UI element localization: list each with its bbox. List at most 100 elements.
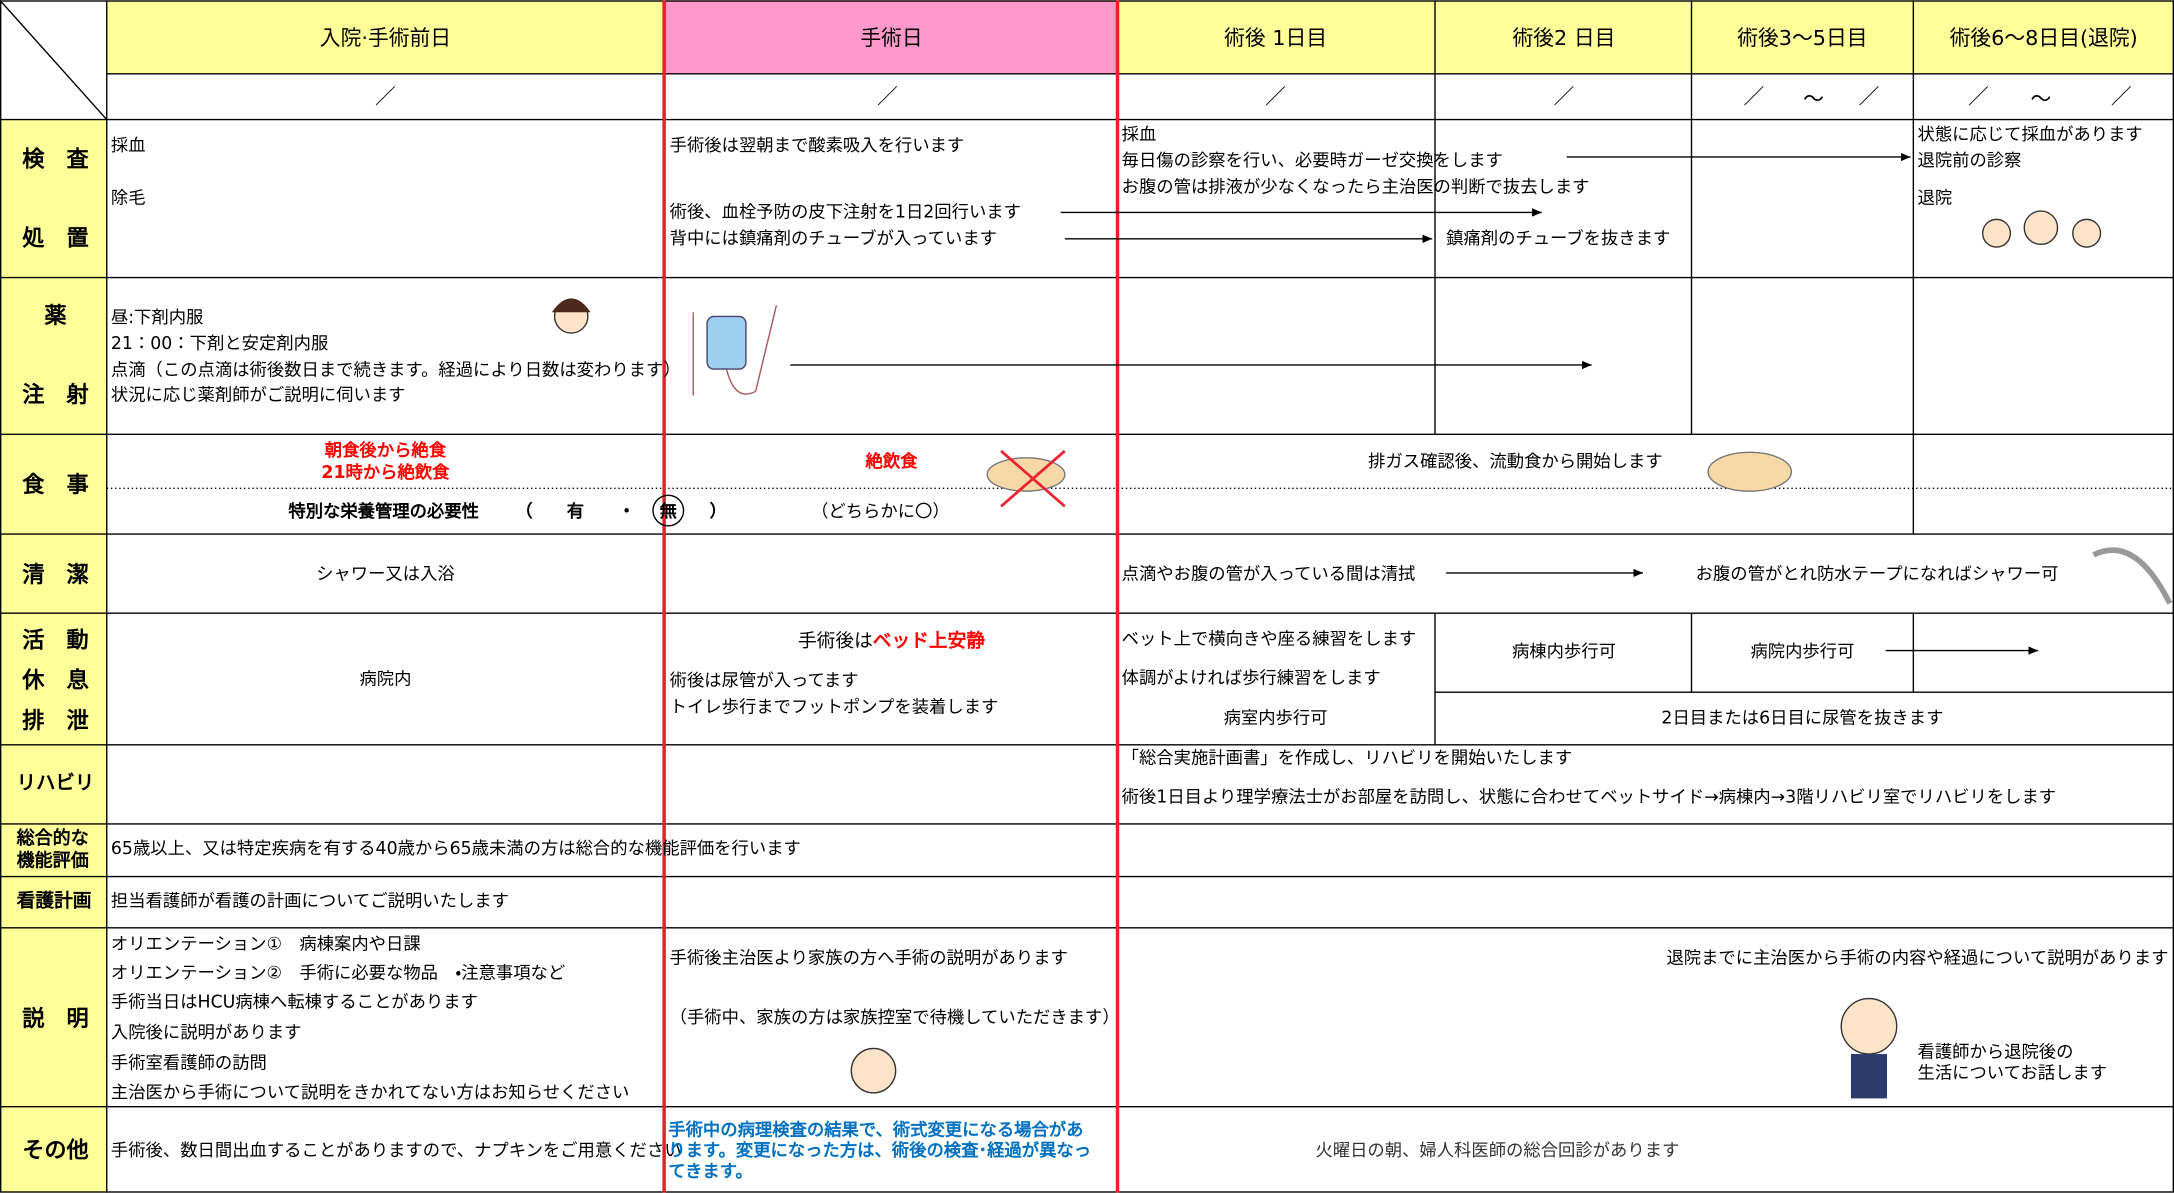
row-label: 検 査 bbox=[22, 146, 89, 172]
nutrition-label: 特別な栄養管理の必要性 bbox=[288, 501, 479, 522]
cell-text: 除毛 bbox=[111, 189, 146, 209]
cell-text: 朝食後から絶食 bbox=[325, 440, 447, 461]
cell-text: てきます。 bbox=[668, 1162, 752, 1182]
row-label: 処 置 bbox=[22, 224, 89, 251]
cells: 採血 除毛 手術後は翌朝まで酸素吸入を行います 術後、血栓予防の皮下注射を1日2… bbox=[111, 125, 2169, 1182]
nutrition-note: （どちらかに〇） bbox=[811, 502, 950, 522]
cell-text: オリエンテーション① 病棟案内や日課 bbox=[111, 935, 421, 955]
cell-text: 退院前の診察 bbox=[1918, 151, 2022, 171]
date-slot: ／ bbox=[1554, 84, 1575, 108]
cell-text: お腹の管は排液が少なくなったら主治医の判断で抜去します bbox=[1122, 177, 1590, 197]
nutrition-text: （ bbox=[515, 501, 533, 522]
cell-text: オリエンテーション② 手術に必要な物品 ・注意事項など bbox=[111, 964, 565, 984]
cell-text: 病院内歩行可 bbox=[1750, 642, 1854, 662]
rest-prefix: 手術後は bbox=[798, 630, 873, 651]
nutrition-option: 有 bbox=[567, 501, 584, 522]
cell-text: 状況に応じ薬剤師がご説明に伺います bbox=[111, 385, 406, 405]
cell-text: 看護師から退院後の bbox=[1918, 1043, 2074, 1063]
row-label: リハビリ bbox=[17, 771, 95, 794]
row-label: 食 事 bbox=[22, 472, 89, 498]
cell-text: 鎮痛剤のチューブを抜きます bbox=[1446, 228, 1670, 249]
cell-text: シャワー又は入浴 bbox=[316, 564, 455, 584]
date-slot: ～ bbox=[1803, 87, 1824, 111]
rest-emphasis: ベッド上安静 bbox=[873, 629, 986, 651]
date-slot: ～ bbox=[2030, 87, 2051, 111]
cell-text: （手術中、家族の方は家族控室で待機していただきます） bbox=[670, 1008, 1120, 1028]
cell-text: 手術室看護師の訪問 bbox=[111, 1054, 267, 1074]
cell-text: 手術当日はHCU病棟へ転棟することがあります bbox=[111, 993, 478, 1013]
cell-text: 病室内歩行可 bbox=[1224, 709, 1328, 729]
cell-text: トイレ歩行までフットポンプを装着します bbox=[670, 697, 999, 717]
cell-text: 体調がよければ歩行練習をします bbox=[1122, 668, 1381, 688]
cell-text: 「総合実施計画書」を作成し、リハビリを開始いたします bbox=[1122, 749, 1573, 769]
nutrition-text: ） bbox=[710, 501, 727, 522]
cell-text: 術後は尿管が入ってます bbox=[670, 671, 859, 691]
cell-text: 手術後主治医より家族の方へ手術の説明があります bbox=[670, 948, 1068, 968]
cell-text: 手術後は翌朝まで酸素吸入を行います bbox=[670, 136, 965, 156]
cell-text: 術後、血栓予防の皮下注射を1日2回行います bbox=[670, 202, 1021, 222]
column-header: 術後2 日目 bbox=[1512, 26, 1615, 50]
date-slot: ／ bbox=[1265, 84, 1286, 108]
date-slot: ／ bbox=[1743, 84, 1764, 108]
cell-text: ベット上で横向きや座る練習をします bbox=[1122, 629, 1417, 649]
cell-text: 火曜日の朝、婦人科医師の総合回診があります bbox=[1315, 1141, 1679, 1161]
cell-text: 採血 bbox=[111, 136, 146, 156]
cell-text: 点滴やお腹の管が入っている間は清拭 bbox=[1122, 564, 1416, 584]
column-header: 手術日 bbox=[860, 26, 922, 50]
cell-text: 21：00：下剤と安定剤内服 bbox=[111, 334, 328, 354]
row-label: 清 潔 bbox=[22, 561, 89, 588]
row-label: 総合的な bbox=[16, 827, 89, 849]
cell-text: 状態に応じて採血があります bbox=[1918, 125, 2143, 145]
cell-text: 主治医から手術について説明をきかれてない方はお知らせください bbox=[111, 1083, 629, 1103]
date-slot: ／ bbox=[1859, 84, 1880, 108]
cell-text: 病棟内歩行可 bbox=[1512, 642, 1616, 662]
row-label: 排 泄 bbox=[22, 708, 89, 734]
row-label: 看護計画 bbox=[16, 890, 92, 912]
nutrition-text: ・ bbox=[618, 502, 635, 522]
row-label: 活 動 bbox=[22, 627, 89, 653]
arrows bbox=[790, 152, 2039, 655]
nutrition-option: 無 bbox=[660, 501, 678, 522]
date-slot: ／ bbox=[375, 84, 396, 108]
date-slot: ／ bbox=[877, 84, 898, 108]
header: 入院·手術前日 手術日 術後 1日目 術後2 日目 術後3～5日目 術後6～8日… bbox=[320, 26, 2138, 111]
rest-note: 手術後はベッド上安静 bbox=[798, 629, 985, 651]
row-labels: 検 査 処 置 薬 注 射 食 事 清 潔 活 動 休 息 排 泄 リハビリ 総… bbox=[16, 146, 95, 1163]
illustrations bbox=[551, 210, 2173, 1099]
cell-text: 2日目または6日目に尿管を抜きます bbox=[1661, 709, 1943, 729]
row-label: 機能評価 bbox=[17, 849, 89, 871]
cell-text: 入院後に説明があります bbox=[111, 1023, 302, 1043]
date-slot: ／ bbox=[2111, 84, 2132, 108]
cell-text: 排ガス確認後、流動食から開始します bbox=[1368, 452, 1663, 472]
row-label: 説 明 bbox=[22, 1005, 89, 1032]
cell-text: 昼:下剤内服 bbox=[111, 308, 203, 328]
date-slot: ／ bbox=[1968, 84, 1989, 108]
cell-text: 毎日傷の診察を行い、必要時ガーゼ交換をします bbox=[1122, 151, 1503, 171]
cell-text: 点滴（この点滴は術後数日まで続きます。経過により日数は変わります） bbox=[111, 361, 681, 381]
row-label: その他 bbox=[22, 1138, 89, 1164]
column-header: 術後6～8日目(退院) bbox=[1950, 26, 2138, 50]
cell-text: 手術後、数日間出血することがありますので、ナプキンをご用意ください bbox=[111, 1141, 682, 1161]
cell-text: お腹の管がとれ防水テープになればシャワー可 bbox=[1696, 564, 2059, 584]
cell-text: 背中には鎮痛剤のチューブが入っています bbox=[670, 228, 997, 249]
cell-text: 手術中の病理検査の結果で、術式変更になる場合があ bbox=[668, 1119, 1083, 1140]
cell-text: ります。変更になった方は、術後の検査･経過が異なっ bbox=[668, 1140, 1091, 1161]
cell-text: 絶飲食 bbox=[865, 451, 919, 472]
column-header: 術後 1日目 bbox=[1224, 26, 1327, 50]
cell-text: 65歳以上、又は特定疾病を有する40歳から65歳未満の方は総合的な機能評価を行い… bbox=[111, 839, 801, 859]
cell-text: 採血 bbox=[1122, 125, 1157, 145]
cell-text: 術後1日目より理学療法士がお部屋を訪問し、状態に合わせてベットサイド→病棟内→3… bbox=[1122, 788, 2056, 808]
cell-text: 担当看護師が看護の計画についてご説明いたします bbox=[111, 892, 509, 912]
cell-text: 病院内 bbox=[359, 670, 411, 690]
column-header: 術後3～5日目 bbox=[1737, 26, 1867, 50]
cell-text: 退院 bbox=[1918, 189, 1953, 209]
cell-text: 生活についてお話します bbox=[1918, 1063, 2108, 1083]
row-label: 薬 bbox=[44, 303, 67, 329]
row-label: 注 射 bbox=[22, 381, 89, 408]
row-label: 休 息 bbox=[21, 667, 89, 694]
cell-text: 21時から絶飲食 bbox=[321, 462, 450, 483]
